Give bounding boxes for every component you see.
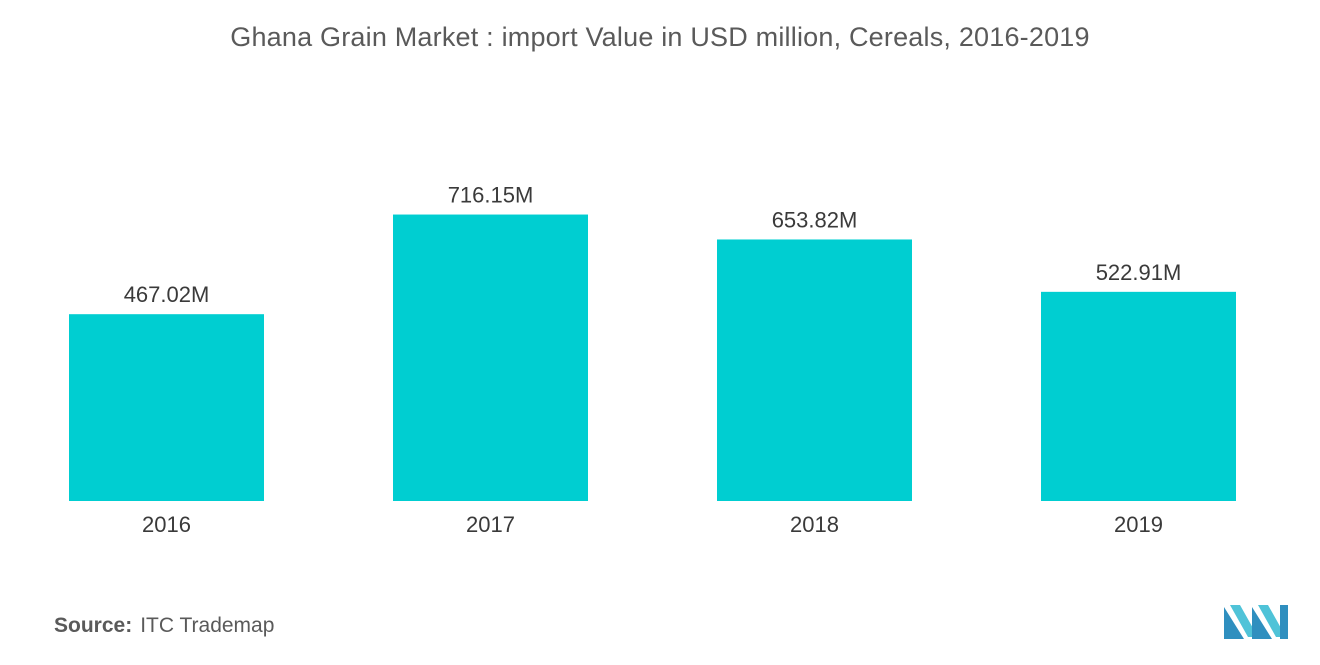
bar-2018 — [717, 239, 912, 502]
chart-title: Ghana Grain Market : import Value in USD… — [230, 22, 1090, 52]
bar-2017 — [393, 214, 588, 502]
data-label-2019: 522.91M — [1096, 260, 1182, 285]
source-text: ITC Trademap — [140, 614, 275, 637]
x-tick-label-2018: 2018 — [790, 512, 839, 537]
x-tick-label-2019: 2019 — [1114, 512, 1163, 537]
data-labels-layer: 467.02M 716.15M 653.82M 522.91M — [124, 183, 1182, 308]
bars-layer — [69, 214, 1236, 502]
x-tick-label-2017: 2017 — [466, 512, 515, 537]
bar-2019 — [1041, 291, 1236, 501]
data-label-2018: 653.82M — [772, 207, 858, 232]
source-label: Source: — [54, 614, 133, 637]
x-tick-labels-layer: 2016 2017 2018 2019 — [142, 512, 1163, 537]
x-tick-label-2016: 2016 — [142, 512, 191, 537]
data-label-2016: 467.02M — [124, 282, 210, 307]
mordor-logo-icon — [1224, 605, 1288, 639]
data-label-2017: 716.15M — [448, 183, 534, 208]
bar-2016 — [69, 314, 264, 501]
source-note: Source: ITC Trademap — [54, 614, 274, 638]
